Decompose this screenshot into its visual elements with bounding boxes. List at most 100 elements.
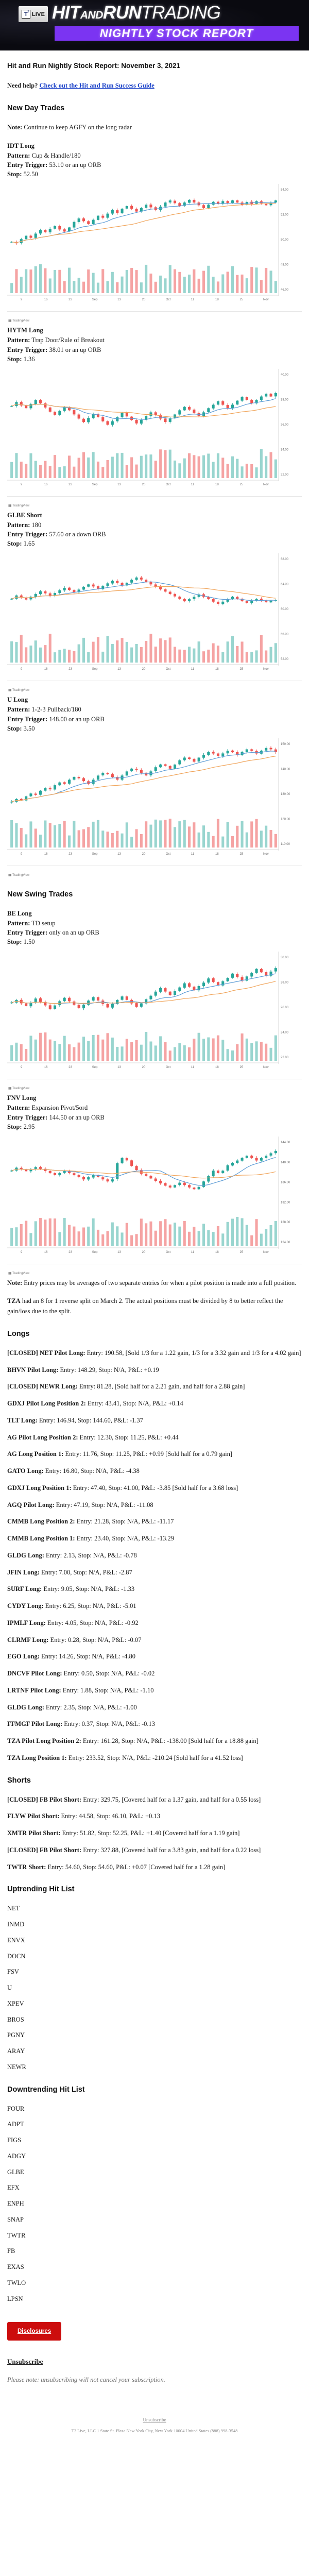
trade-entry-trigger-label: Entry Trigger:	[7, 531, 48, 538]
long-position-item-detail: Entry: 9.05, Stop: N/A, P&L: -1.33	[42, 1585, 135, 1593]
price-chart-fnv: 144.00 140.00 136.00 132.00 128.00 124.00 9 16 2…	[7, 1136, 302, 1264]
svg-text:54.00: 54.00	[281, 189, 289, 192]
long-position-item-detail: Entry: 146.94, Stop: 144.60, P&L: -1.37	[37, 1416, 143, 1424]
svg-text:18: 18	[215, 298, 219, 301]
svg-text:23: 23	[68, 1066, 72, 1069]
svg-text:Oct: Oct	[166, 853, 171, 856]
trade-block: FNV Long Pattern: Expansion Pivot/5ord Ent…	[7, 1093, 302, 1275]
svg-text:60.00: 60.00	[281, 608, 289, 611]
uptrending-ticker: XPEV	[7, 1999, 24, 2007]
long-position-item-label: [CLOSED] NEWR Long:	[7, 1383, 78, 1391]
downtrending-ticker: ENPH	[7, 2200, 24, 2208]
svg-text:132.00: 132.00	[281, 1201, 290, 1204]
trade-pattern-value: Cup & Handle/180	[30, 151, 81, 159]
top-note: Note: Continue to keep AGFY on the long …	[7, 123, 302, 132]
long-position-item-label: AGQ Pilot Long:	[7, 1501, 55, 1509]
uptrending-ticker: NEWR	[7, 2063, 26, 2071]
svg-text:140.00: 140.00	[281, 768, 290, 771]
trade-entry-trigger-value: 57.60 or a down ORB	[47, 531, 106, 538]
trade-symbol-heading: IDT Long	[7, 142, 35, 149]
uptrending-ticker: FSV	[7, 1968, 19, 1976]
entry-price-note-text: Entry prices may be averages of two sepa…	[22, 1279, 297, 1286]
trade-entry-trigger: Entry Trigger: 38.01 or an up ORB	[7, 345, 302, 354]
trade-pattern-label: Pattern:	[7, 521, 30, 529]
svg-text:Sep: Sep	[92, 1066, 98, 1069]
t3-mark-sup: 3	[27, 10, 29, 13]
tza-split-note-ticker: TZA	[7, 1297, 21, 1305]
svg-text:34.00: 34.00	[281, 448, 289, 451]
trade-entry-trigger-value: only on an up ORB	[47, 929, 99, 936]
trade-entry-trigger-label: Entry Trigger:	[7, 161, 48, 168]
top-note-text: Continue to keep AGFY on the long radar	[22, 124, 132, 131]
trade-stop-label: Stop:	[7, 724, 22, 732]
svg-text:23: 23	[68, 668, 72, 671]
trade-stop-label: Stop:	[7, 355, 22, 363]
short-position-item: [CLOSED] FB Pilot Short: Entry: 327.88, …	[7, 1845, 302, 1855]
disclosures-button[interactable]: Disclosures	[7, 2322, 62, 2341]
trade-stop-label: Stop:	[7, 1123, 22, 1130]
svg-text:64.00: 64.00	[281, 583, 289, 586]
long-position-item: EGO Long: Entry: 14.26, Stop: N/A, P&L: …	[7, 1652, 302, 1662]
svg-text:128.00: 128.00	[281, 1221, 290, 1224]
long-position-item-label: AG Long Position 1:	[7, 1450, 64, 1458]
short-position-item: FLYW Pilot Short: Entry: 44.58, Stop: 46…	[7, 1811, 302, 1821]
trade-pattern-label: Pattern:	[7, 919, 30, 927]
long-position-item: LRTNF Pilot Long: Entry: 1.88, Stop: N/A…	[7, 1686, 302, 1696]
masthead-title-trading: TRADING	[141, 3, 221, 23]
long-position-item-label: AG Pilot Long Position 2:	[7, 1433, 78, 1441]
svg-text:18: 18	[215, 853, 219, 856]
svg-text:36.00: 36.00	[281, 423, 289, 427]
long-position-item: CMMB Long Position 2: Entry: 21.28, Stop…	[7, 1517, 302, 1527]
trade-block: U Long Pattern: 1-2-3 Pullback/180 Entry T…	[7, 695, 302, 877]
success-guide-link[interactable]: Check out the Hit and Run Success Guide	[39, 82, 154, 89]
long-position-item-label: TZA Long Position 1:	[7, 1754, 67, 1761]
long-position-item-detail: Entry: 47.40, Stop: 41.00, P&L: -3.85 [S…	[71, 1484, 238, 1492]
svg-text:25: 25	[239, 1066, 243, 1069]
long-position-item-label: [CLOSED] NET Pilot Long:	[7, 1349, 85, 1357]
long-position-item-detail: Entry: 14.26, Stop: N/A, P&L: -4.80	[39, 1653, 135, 1660]
svg-text:23: 23	[68, 853, 72, 856]
t3-live-label: LIVE	[31, 11, 45, 18]
trade-entry-trigger: Entry Trigger: 57.60 or a down ORB	[7, 530, 302, 539]
day-trades-list: IDT Long Pattern: Cup & Handle/180 Entry T…	[7, 141, 302, 877]
long-position-item-label: GLDG Long:	[7, 1703, 44, 1711]
footer-unsubscribe-link[interactable]: Unsubscribe	[143, 2417, 166, 2423]
long-position-item-detail: Entry: 21.28, Stop: N/A, P&L: -11.17	[75, 1518, 174, 1526]
short-position-item-detail: Entry: 329.75, [Covered half for a 1.37 …	[81, 1795, 261, 1803]
unsubscribe-heading-link[interactable]: Unsubscribe	[7, 2358, 43, 2366]
svg-text:130.00: 130.00	[281, 793, 290, 796]
svg-text:23: 23	[68, 1251, 72, 1254]
trade-stop: Stop: 1.50	[7, 937, 302, 946]
long-position-item-label: GDXJ Long Position 1:	[7, 1484, 72, 1492]
trade-entry-trigger: Entry Trigger: 148.00 or an up ORB	[7, 715, 302, 724]
long-position-item-detail: Entry: 148.29, Stop: N/A, P&L: +0.19	[58, 1366, 159, 1374]
svg-text:23: 23	[68, 298, 72, 301]
svg-text:Nov: Nov	[263, 1066, 269, 1069]
section-new-swing-trades: New Swing Trades	[7, 890, 73, 899]
svg-text:16: 16	[44, 1066, 48, 1069]
tradingview-credit: ▮▮ TradingView	[8, 1272, 30, 1275]
trade-stop: Stop: 1.36	[7, 354, 302, 364]
svg-text:110.00: 110.00	[281, 843, 290, 846]
t3-mark-letter: T	[24, 11, 28, 18]
trade-pattern: Pattern: Trap Door/Rule of Breakout	[7, 335, 302, 345]
svg-text:9: 9	[21, 298, 23, 301]
trade-pattern-value: Trap Door/Rule of Breakout	[30, 336, 105, 344]
svg-text:20: 20	[142, 298, 146, 301]
trade-stop: Stop: 52.50	[7, 170, 302, 179]
long-position-item-label: FFMGF Pilot Long:	[7, 1720, 63, 1728]
long-position-item-detail: Entry: 0.37, Stop: N/A, P&L: -0.13	[62, 1720, 156, 1728]
long-position-item: TLT Long: Entry: 146.94, Stop: 144.60, P…	[7, 1416, 302, 1426]
trade-entry-trigger-value: 144.50 or an up ORB	[47, 1113, 105, 1121]
svg-text:11: 11	[191, 298, 195, 301]
short-position-item-detail: Entry: 44.58, Stop: 46.10, P&L: +0.13	[59, 1812, 161, 1820]
uptrending-ticker: INMD	[7, 1921, 25, 1928]
short-position-item-detail: Entry: 327.88, [Covered half for a 3.83 …	[81, 1846, 261, 1854]
uptrending-ticker: PGNY	[7, 2031, 25, 2039]
unsubscribe-note: Please note: unsubscribing will not canc…	[7, 2376, 165, 2384]
section-uptrending-hit-list: Uptrending Hit List	[7, 1885, 75, 1894]
long-position-item-label: JFIN Long:	[7, 1568, 40, 1576]
uptrending-ticker: U	[7, 1984, 12, 1992]
long-position-item: AG Pilot Long Position 2: Entry: 12.30, …	[7, 1433, 302, 1443]
svg-text:136.00: 136.00	[281, 1181, 290, 1184]
